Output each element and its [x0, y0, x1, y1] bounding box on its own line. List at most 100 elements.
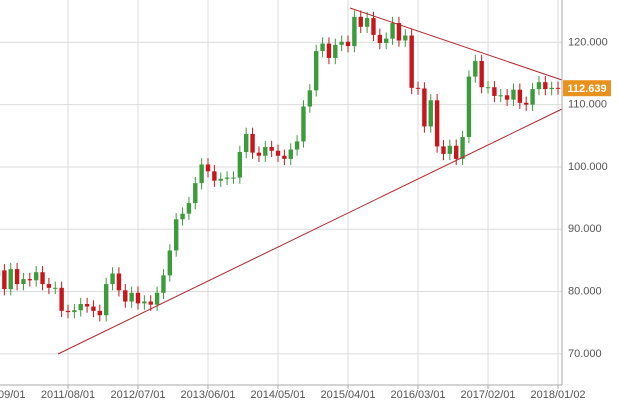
candle-body	[415, 87, 421, 89]
candle-body	[46, 284, 52, 288]
candle-body	[536, 82, 542, 90]
candle-body	[377, 34, 383, 43]
candle-body	[123, 290, 128, 302]
candle-body	[59, 287, 64, 311]
candle-body	[186, 203, 192, 214]
candle-body	[428, 100, 433, 127]
candle-body	[103, 284, 109, 316]
candle-body	[243, 133, 249, 153]
candle-body	[555, 87, 561, 89]
candle-body	[275, 150, 281, 156]
x-tick-label: 2012/07/01	[110, 389, 165, 401]
candle-body	[307, 90, 313, 107]
candle-body	[8, 269, 13, 290]
x-tick-label: 2014/05/01	[250, 389, 305, 401]
candle-body	[212, 171, 217, 181]
candle-body	[543, 82, 548, 90]
candle-body	[530, 89, 535, 105]
candle-body	[314, 51, 319, 91]
candle-body	[40, 272, 45, 285]
x-tick-label: 2017/02/01	[460, 389, 515, 401]
candle-body	[517, 89, 523, 103]
candle-body	[498, 95, 503, 97]
x-tick-label: 2011/08/01	[41, 389, 95, 401]
candle-body	[27, 279, 33, 281]
candle-body	[447, 145, 453, 154]
labels: 70.000 80.000 90.000 100.000 110.000 120.000 2…	[0, 36, 611, 401]
candle-body	[371, 18, 376, 35]
candle-body	[154, 292, 160, 305]
candle-body	[250, 133, 255, 153]
candle-body	[205, 164, 211, 172]
candle-body	[2, 270, 7, 290]
candle-body	[466, 76, 472, 138]
candle-body	[441, 146, 446, 154]
candle-body	[167, 250, 173, 276]
candle-body	[256, 152, 262, 156]
candle-body	[473, 61, 478, 77]
candle-body	[282, 155, 287, 159]
candle-body	[358, 16, 363, 27]
candle-body	[129, 292, 134, 302]
candle-body	[269, 147, 274, 151]
y-tick-label: 70.000	[568, 348, 602, 360]
candle-body	[294, 141, 300, 150]
candle-body	[345, 41, 351, 47]
candle-body	[180, 213, 185, 220]
candle-body	[479, 61, 484, 88]
y-tick-label: 100.000	[568, 161, 608, 173]
candle-body	[84, 304, 90, 307]
candle-body	[237, 152, 243, 178]
candles	[0, 10, 561, 322]
candle-body	[326, 43, 332, 58]
candle-body	[193, 183, 198, 204]
candle-body	[110, 273, 115, 285]
candle-body	[485, 87, 491, 89]
candle-body	[364, 18, 370, 27]
candle-body	[161, 275, 166, 293]
candle-body	[53, 287, 58, 289]
candle-body	[263, 147, 268, 156]
candle-body	[218, 178, 223, 181]
candle-body	[511, 89, 516, 100]
candle-body	[199, 164, 204, 184]
candle-body	[352, 16, 357, 47]
candle-body	[524, 102, 529, 105]
candle-body	[434, 100, 440, 147]
candle-body	[390, 23, 395, 39]
candle-body	[409, 35, 414, 88]
candle-body	[116, 273, 122, 291]
grid	[0, 0, 562, 385]
candle-body	[135, 292, 141, 304]
candle-body	[396, 23, 402, 41]
last-price-tag	[563, 80, 611, 97]
candle-body	[422, 88, 427, 127]
candle-body	[231, 177, 236, 179]
candle-body	[301, 106, 306, 142]
y-tick-label: 90.000	[568, 223, 602, 235]
candle-body	[454, 145, 459, 159]
x-tick-label: 2015/04/01	[320, 389, 375, 401]
candle-body	[33, 272, 39, 281]
candle-body	[333, 44, 338, 58]
candle-body	[72, 310, 77, 313]
x-tick-label: 2018/01/02	[531, 389, 586, 401]
candle-body	[173, 219, 179, 251]
candle-body	[91, 306, 96, 311]
x-tick-label: 2010/09/01	[0, 389, 26, 401]
candle-body	[78, 304, 83, 311]
candle-body	[492, 87, 497, 96]
x-tick-label: 2016/03/01	[390, 389, 445, 401]
candle-body	[148, 301, 153, 305]
candle-body	[97, 310, 103, 316]
candle-body	[504, 95, 510, 100]
candle-body	[549, 87, 554, 90]
candle-body	[142, 301, 147, 304]
candle-body	[320, 43, 325, 52]
candle-body	[21, 279, 26, 285]
last-price-label: 112.639	[567, 83, 606, 95]
candle-body	[288, 149, 293, 159]
candle-body	[384, 38, 389, 43]
candle-body	[14, 269, 20, 285]
